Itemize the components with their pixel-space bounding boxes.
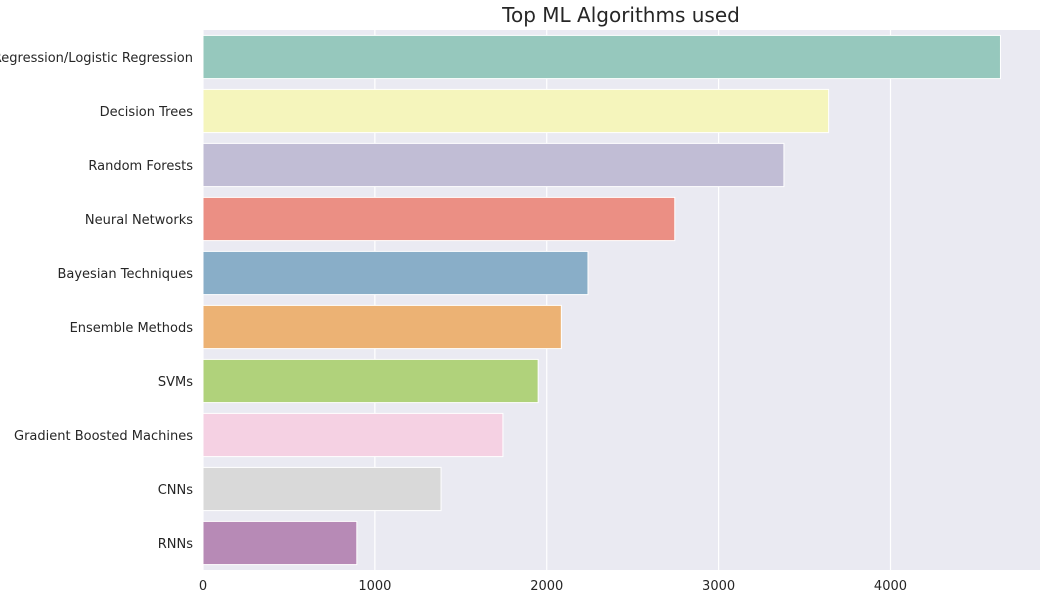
x-tick-label: 1000 <box>358 579 391 594</box>
category-label: Random Forests <box>88 159 193 174</box>
category-label: CNNs <box>158 483 194 498</box>
bar <box>202 34 1001 80</box>
category-label: Neural Networks <box>85 213 193 228</box>
bar <box>202 142 785 188</box>
x-tick-label: 4000 <box>874 579 907 594</box>
category-labels: Regression/Logistic Regression Decision T… <box>0 51 193 552</box>
x-tick-label: 0 <box>199 579 207 594</box>
bar <box>202 250 589 296</box>
category-label: RNNs <box>158 537 193 552</box>
category-label: Ensemble Methods <box>70 321 194 336</box>
x-tick-label: 3000 <box>702 579 735 594</box>
chart-title: Top ML Algorithms used <box>501 3 740 27</box>
x-tick-label: 2000 <box>530 579 563 594</box>
category-label: SVMs <box>158 375 193 390</box>
bar <box>202 358 539 404</box>
bar <box>202 412 504 458</box>
bar <box>202 88 830 134</box>
bars <box>202 34 1001 566</box>
category-label: Regression/Logistic Regression <box>0 51 193 66</box>
x-tick-labels: 0 1000 2000 3000 4000 <box>199 579 907 594</box>
category-label: Gradient Boosted Machines <box>14 429 193 444</box>
bar <box>202 520 358 566</box>
category-label: Bayesian Techniques <box>57 267 193 282</box>
category-label: Decision Trees <box>100 105 194 120</box>
bar <box>202 196 676 242</box>
bar <box>202 304 562 350</box>
bar <box>202 466 442 512</box>
